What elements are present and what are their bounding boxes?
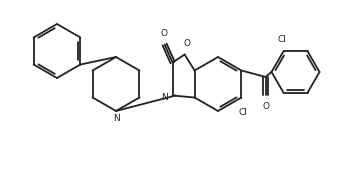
Text: Cl: Cl: [239, 107, 248, 116]
Text: O: O: [183, 40, 190, 49]
Text: O: O: [262, 102, 269, 111]
Text: Cl: Cl: [277, 35, 286, 44]
Text: N: N: [113, 114, 119, 123]
Text: N: N: [161, 93, 167, 102]
Text: O: O: [160, 29, 167, 38]
